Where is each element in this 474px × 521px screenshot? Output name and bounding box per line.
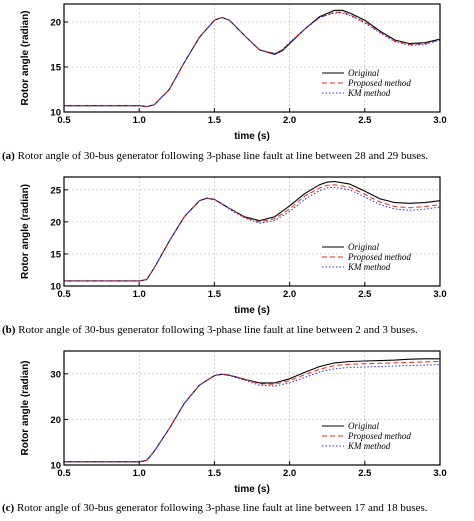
x-tick-label: 1.0 xyxy=(133,115,146,126)
y-tick-label: 15 xyxy=(50,249,61,260)
y-tick-label: 20 xyxy=(50,415,61,426)
x-tick-label: 1.5 xyxy=(208,115,222,126)
x-tick-label: 0.5 xyxy=(57,115,71,126)
chart-c: 0.5 1.0 1.5 2.0 2.5 3.0 10 20 30 time (s) Rotor an… xyxy=(20,350,447,495)
series-line-proposed-method xyxy=(64,11,441,108)
caption-a: (a) Rotor angle of 30-bus generator foll… xyxy=(2,150,474,162)
x-tick-label: 2.0 xyxy=(283,468,296,479)
legend-label: Proposed method xyxy=(347,252,411,262)
panel-label-b: (b) xyxy=(2,324,16,336)
legend-label: Proposed method xyxy=(347,78,411,88)
legend-label: KM method xyxy=(347,88,391,98)
chart-a: 0.5 1.0 1.5 2.0 2.5 3.0 10 15 20 time (s) Rotor an… xyxy=(20,3,447,142)
chart-panel-c: 0.5 1.0 1.5 2.0 2.5 3.0 10 20 30 time (s) Rotor an… xyxy=(0,347,474,521)
legend-label: Original xyxy=(348,68,380,78)
y-tick-label: 10 xyxy=(50,108,61,119)
legend-label: KM method xyxy=(347,262,391,272)
legend-label: Original xyxy=(348,421,380,431)
x-tick-label: 1.5 xyxy=(208,468,222,479)
series-line-km-method xyxy=(64,364,441,463)
series-line-original xyxy=(64,358,440,463)
x-tick-label: 3.0 xyxy=(433,115,446,126)
y-tick-label: 30 xyxy=(50,369,61,380)
series-line-original xyxy=(64,9,441,108)
legend-label: Proposed method xyxy=(347,431,411,441)
caption-b: (b) Rotor angle of 30-bus generator foll… xyxy=(2,324,474,336)
x-tick-label: 0.5 xyxy=(57,468,71,479)
x-tick-label: 3.0 xyxy=(433,468,446,479)
y-tick-label: 20 xyxy=(50,18,61,29)
x-tick-label: 1.0 xyxy=(133,289,146,300)
y-tick-label: 15 xyxy=(50,63,61,74)
y-tick-label: 25 xyxy=(50,185,61,196)
legend-label: KM method xyxy=(347,441,391,451)
series-line-km-method xyxy=(64,186,441,282)
x-tick-label: 2.0 xyxy=(283,115,296,126)
x-tick-label: 2.5 xyxy=(358,289,372,300)
y-axis-label: Rotor angle (radian) xyxy=(20,360,31,455)
x-tick-label: 0.5 xyxy=(57,289,71,300)
plot-frame xyxy=(63,350,441,466)
y-axis-label: Rotor angle (radian) xyxy=(20,10,31,105)
plot-frame xyxy=(63,176,441,287)
panel-label-a: (a) xyxy=(2,150,15,162)
legend-label: Original xyxy=(348,242,380,252)
x-tick-label: 2.5 xyxy=(358,115,372,126)
x-tick-label: 3.0 xyxy=(433,289,446,300)
x-axis-label: time (s) xyxy=(234,131,270,142)
x-tick-label: 1.5 xyxy=(208,289,222,300)
y-tick-label: 10 xyxy=(50,461,61,472)
caption-text-a: Rotor angle of 30-bus generator followin… xyxy=(17,150,429,162)
x-axis-label: time (s) xyxy=(234,305,270,316)
caption-text-c: Rotor angle of 30-bus generator followin… xyxy=(16,502,428,514)
series-line-km-method xyxy=(64,12,441,108)
series-line-proposed-method xyxy=(64,184,441,282)
y-tick-label: 20 xyxy=(50,217,61,228)
panel-label-c: (c) xyxy=(2,502,15,514)
x-tick-label: 2.5 xyxy=(358,468,372,479)
y-tick-label: 10 xyxy=(50,282,61,293)
plot-frame xyxy=(63,3,441,113)
x-tick-label: 1.0 xyxy=(133,468,146,479)
x-axis-label: time (s) xyxy=(234,484,270,495)
chart-panel-b: 0.5 1.0 1.5 2.0 2.5 3.0 10 15 20 25 time (s) Rotor … xyxy=(0,173,474,347)
caption-c: (c) Rotor angle of 30-bus generator foll… xyxy=(2,502,474,514)
y-axis-label: Rotor angle (radian) xyxy=(20,184,31,279)
caption-text-b: Rotor angle of 30-bus generator followin… xyxy=(18,324,418,336)
x-tick-label: 2.0 xyxy=(283,289,296,300)
chart-panel-a: 0.5 1.0 1.5 2.0 2.5 3.0 10 15 20 time (s) Rotor an… xyxy=(0,0,474,173)
chart-b: 0.5 1.0 1.5 2.0 2.5 3.0 10 15 20 25 time (s) Rotor … xyxy=(20,176,447,316)
